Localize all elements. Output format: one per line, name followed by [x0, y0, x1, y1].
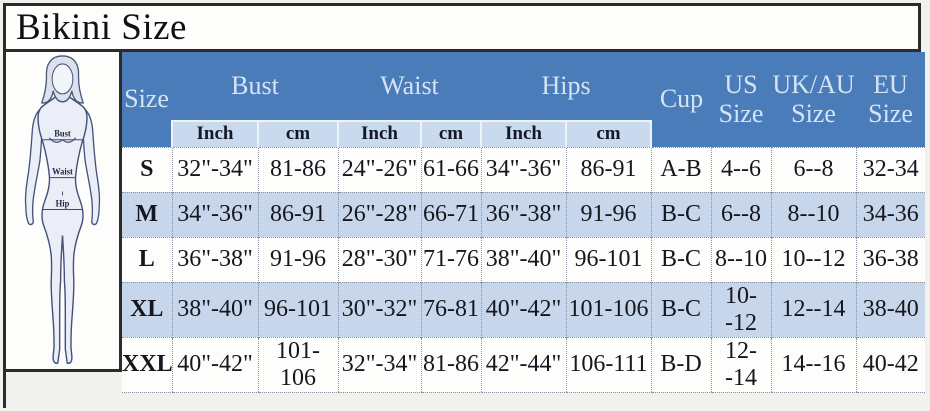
- size-cell: XL: [122, 281, 172, 337]
- size-cell: XXL: [122, 336, 173, 393]
- header-hips: Hips: [481, 52, 652, 121]
- hips-cm-cell: 91-96: [565, 191, 652, 237]
- us-size-cell: 12--14: [710, 336, 772, 393]
- size-chart-table-container: Size Bust Waist Hips Cup US Size UK/AU S…: [122, 52, 926, 393]
- waist-inch-cell: 32"-34": [337, 336, 421, 393]
- size-cell: M: [122, 191, 172, 237]
- measurement-figure-panel: Bust Waist Hip: [6, 52, 122, 372]
- cup-cell: B-C: [650, 191, 712, 237]
- page-title: Bikini Size: [16, 7, 187, 48]
- cup-cell: B-D: [650, 336, 712, 393]
- header-waist-inch: Inch: [337, 120, 422, 147]
- table-row-l: L 36"-38" 91-96 28"-30" 71-76 38"-40" 96…: [122, 236, 926, 282]
- waist-inch-cell: 24"-26": [337, 146, 421, 192]
- eu-size-cell: 32-34: [855, 146, 926, 192]
- header-bust: Bust: [172, 52, 338, 121]
- table-row-xl: XL 38"-40" 96-101 30"-32" 76-81 40"-42" …: [122, 281, 926, 337]
- bust-label: Bust: [54, 129, 71, 139]
- bust-cm-cell: 101-106: [257, 336, 338, 393]
- cup-cell: B-C: [650, 236, 712, 282]
- header-size: Size: [122, 52, 172, 147]
- bust-inch-cell: 38"-40": [171, 281, 258, 337]
- ukau-size-cell: 8--10: [770, 191, 857, 237]
- woman-figure-illustration: Bust Waist Hip: [24, 55, 101, 364]
- header-us-size: US Size: [711, 52, 772, 147]
- bust-cm-cell: 81-86: [257, 146, 338, 192]
- eu-size-cell: 38-40: [855, 281, 926, 337]
- waist-label: Waist: [52, 166, 73, 176]
- header-ukau-size: UK/AU Size: [771, 52, 857, 147]
- hips-inch-cell: 42"-44": [480, 336, 567, 393]
- hips-inch-cell: 40"-42": [480, 281, 567, 337]
- cup-cell: A-B: [650, 146, 712, 192]
- header-hips-inch: Inch: [480, 120, 568, 147]
- hips-cm-cell: 106-111: [565, 336, 652, 393]
- header-eu-size: EU Size: [856, 52, 926, 147]
- us-size-cell: 6--8: [710, 191, 772, 237]
- waist-cm-cell: 81-86: [420, 336, 482, 393]
- bust-cm-cell: 86-91: [257, 191, 338, 237]
- waist-inch-cell: 30"-32": [337, 281, 421, 337]
- header-hips-cm: cm: [565, 120, 653, 147]
- eu-size-cell: 40-42: [855, 336, 926, 393]
- waist-cm-cell: 71-76: [420, 236, 482, 282]
- size-cell: S: [122, 146, 172, 192]
- bust-inch-cell: 36"-38": [171, 236, 258, 282]
- table-row-m: M 34"-36" 86-91 26"-28" 66-71 36"-38" 91…: [122, 191, 926, 237]
- us-size-cell: 4--6: [710, 146, 772, 192]
- hips-cm-cell: 101-106: [565, 281, 652, 337]
- size-chart-table: Size Bust Waist Hips Cup US Size UK/AU S…: [122, 52, 926, 393]
- bust-cm-cell: 96-101: [257, 281, 338, 337]
- waist-inch-cell: 26"-28": [337, 191, 421, 237]
- ukau-size-cell: 12--14: [770, 281, 857, 337]
- table-row-s: S 32"-34" 81-86 24"-26" 61-66 34"-36" 86…: [122, 146, 926, 192]
- ukau-size-cell: 6--8: [770, 146, 857, 192]
- hips-inch-cell: 34"-36": [480, 146, 567, 192]
- hips-inch-cell: 36"-38": [480, 191, 567, 237]
- header-waist: Waist: [338, 52, 482, 121]
- header-row-main: Size Bust Waist Hips Cup US Size UK/AU S…: [122, 52, 926, 147]
- hip-label: Hip: [56, 198, 70, 208]
- bust-inch-cell: 40"-42": [171, 336, 258, 393]
- header-waist-cm: cm: [419, 120, 483, 147]
- waist-inch-cell: 28"-30": [337, 236, 421, 282]
- us-size-cell: 10--12: [710, 281, 772, 337]
- figure-right-arm: [82, 106, 101, 226]
- size-cell: L: [122, 236, 172, 282]
- ukau-size-cell: 10--12: [770, 236, 857, 282]
- hips-inch-cell: 38"-40": [480, 236, 567, 282]
- cup-cell: B-C: [650, 281, 712, 337]
- figure-body: [37, 85, 88, 364]
- us-size-cell: 8--10: [710, 236, 772, 282]
- hips-cm-cell: 96-101: [565, 236, 652, 282]
- figure-face: [51, 63, 74, 95]
- header-row-units: Inch cm Inch cm Inch cm: [122, 120, 925, 147]
- figure-left-arm: [24, 106, 43, 226]
- header-cup: Cup: [651, 52, 712, 147]
- bust-cm-cell: 91-96: [257, 236, 338, 282]
- bust-inch-cell: 32"-34": [171, 146, 258, 192]
- figure-bust-curve: [48, 137, 77, 143]
- title-bar: Bikini Size: [6, 3, 921, 52]
- eu-size-cell: 36-38: [855, 236, 926, 282]
- bust-inch-cell: 34"-36": [171, 191, 258, 237]
- table-row-xxl: XXL 40"-42" 101-106 32"-34" 81-86 42"-44…: [122, 336, 926, 393]
- ukau-size-cell: 14--16: [770, 336, 857, 393]
- header-bust-inch: Inch: [171, 120, 259, 147]
- eu-size-cell: 34-36: [855, 191, 926, 237]
- outer-frame-left-border: [3, 3, 6, 408]
- waist-cm-cell: 76-81: [420, 281, 482, 337]
- header-bust-cm: cm: [257, 120, 339, 147]
- waist-cm-cell: 61-66: [420, 146, 482, 192]
- waist-cm-cell: 66-71: [420, 191, 482, 237]
- hips-cm-cell: 86-91: [565, 146, 652, 192]
